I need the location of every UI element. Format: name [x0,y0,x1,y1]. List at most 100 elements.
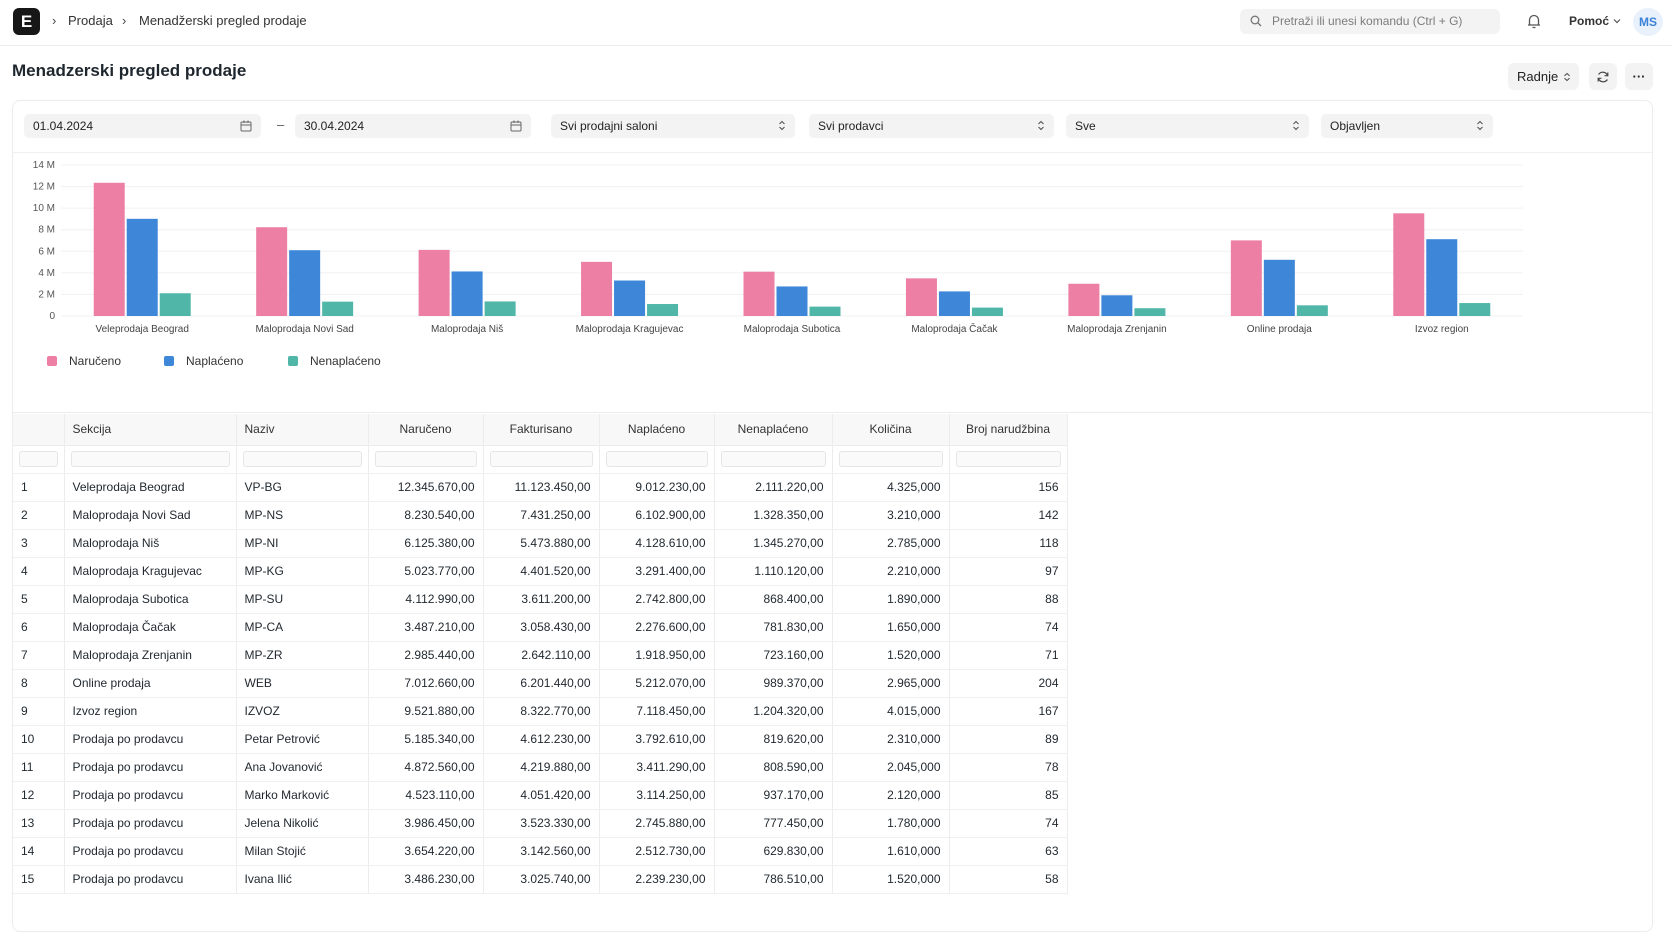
broj-narudzbina-cell: 71 [949,641,1068,670]
col-header-sekcija[interactable]: Sekcija [64,414,237,446]
bar-nenaplaceno[interactable] [971,307,1003,316]
col-header-broj-narudzbina[interactable]: Broj narudžbina [949,414,1068,446]
col-header-naruceno[interactable]: Naručeno [368,414,484,446]
bar-naplaceno[interactable] [451,271,483,316]
col-header-naplaceno[interactable]: Naplaćeno [599,414,715,446]
chevron-right-icon: › [122,13,127,28]
table-row[interactable]: 5 Maloprodaja Subotica MP-SU 4.112.990,00 3.… [13,585,1068,614]
table-row[interactable]: 13 Prodaja po prodavcu Jelena Nikolić 3.986… [13,809,1068,838]
y-tick-label: 14 M [33,160,55,171]
date-to-field[interactable]: 30.04.2024 [295,114,531,138]
column-filter-input[interactable] [70,451,230,467]
bar-nenaplaceno[interactable] [159,293,191,316]
bar-nenaplaceno[interactable] [809,306,841,316]
table-row[interactable]: 2 Maloprodaja Novi Sad MP-NS 8.230.540,00 7.… [13,501,1068,530]
fakturisano-cell: 3.523.330,00 [483,809,600,838]
bar-naruceno[interactable] [1068,283,1100,316]
column-filter-input[interactable] [720,451,826,467]
search-input[interactable]: Pretraži ili unesi komandu (Ctrl + G) [1240,9,1500,34]
table-row[interactable]: 7 Maloprodaja Zrenjanin MP-ZR 2.985.440,00 2… [13,641,1068,670]
bell-icon[interactable] [1525,12,1543,30]
legend-item-naplaceno[interactable]: Naplaćeno [164,353,243,369]
bar-naruceno[interactable] [418,249,450,316]
bar-nenaplaceno[interactable] [1296,305,1328,316]
bar-naruceno[interactable] [905,278,937,316]
search-placeholder: Pretraži ili unesi komandu (Ctrl + G) [1272,14,1463,28]
bar-naplaceno[interactable] [1101,295,1133,316]
kolicina-cell: 2.785,000 [832,529,950,558]
status-value: Sve [1075,119,1096,133]
kolicina-cell: 3.210,000 [832,501,950,530]
legend-item-nenaplaceno[interactable]: Nenaplaćeno [288,353,381,369]
fakturisano-cell: 4.051.420,00 [483,781,600,810]
naplaceno-cell: 3.792.610,00 [599,725,715,754]
naplaceno-cell: 9.012.230,00 [599,473,715,502]
table-row[interactable]: 15 Prodaja po prodavcu Ivana Ilić 3.486.230… [13,865,1068,894]
table-row[interactable]: 9 Izvoz region IZVOZ 9.521.880,00 8.322.770,… [13,697,1068,726]
column-filter-input[interactable] [19,451,58,467]
naruceno-cell: 3.486.230,00 [368,865,484,894]
column-filter-input[interactable] [955,451,1061,467]
y-tick-label: 8 M [38,225,55,236]
bar-nenaplaceno[interactable] [322,301,354,316]
row-index: 2 [13,501,65,530]
table-row[interactable]: 4 Maloprodaja Kragujevac MP-KG 5.023.770,00… [13,557,1068,586]
breadcrumb-current[interactable]: Menadžerski pregled prodaje [139,13,307,28]
bar-naruceno[interactable] [743,271,775,316]
bar-naruceno[interactable] [581,261,613,316]
column-filter-input[interactable] [838,451,943,467]
more-options-button[interactable]: ··· [1625,63,1653,90]
table-row[interactable]: 11 Prodaja po prodavcu Ana Jovanović 4.872.… [13,753,1068,782]
bar-naruceno[interactable] [1393,213,1425,316]
breadcrumb-prodaja[interactable]: Prodaja [68,13,113,28]
naziv-cell: MP-SU [236,585,369,614]
table-row[interactable]: 1 Veleprodaja Beograd VP-BG 12.345.670,00 11… [13,473,1068,502]
bar-naruceno[interactable] [256,227,288,316]
nenaplaceno-cell: 786.510,00 [714,865,833,894]
seller-select[interactable]: Svi prodavci [809,114,1054,138]
legend-item-naruceno[interactable]: Naručeno [47,353,121,369]
column-filter-input[interactable] [374,451,477,467]
col-header-nenaplaceno[interactable]: Nenaplaćeno [714,414,833,446]
col-header-naziv[interactable]: Naziv [236,414,369,446]
bar-naplaceno[interactable] [289,250,321,316]
status-select[interactable]: Sve [1066,114,1309,138]
bar-nenaplaceno[interactable] [484,301,516,316]
document-state-select[interactable]: Objavljen [1321,114,1493,138]
bar-naplaceno[interactable] [614,280,646,316]
column-filter-input[interactable] [605,451,708,467]
bar-naplaceno[interactable] [126,218,158,316]
bar-nenaplaceno[interactable] [1134,308,1166,316]
naziv-cell: Ivana Ilić [236,865,369,894]
avatar[interactable]: MS [1633,8,1663,36]
col-header-kolicina[interactable]: Količina [832,414,950,446]
bar-naplaceno[interactable] [1426,239,1458,316]
col-header-index [13,414,65,446]
column-filter-input[interactable] [489,451,593,467]
col-header-fakturisano[interactable]: Fakturisano [483,414,600,446]
salon-select[interactable]: Svi prodajni saloni [551,114,795,138]
refresh-button[interactable] [1589,63,1617,90]
bar-naplaceno[interactable] [938,291,970,316]
table-row[interactable]: 3 Maloprodaja Niš MP-NI 6.125.380,00 5.473.8… [13,529,1068,558]
bar-naruceno[interactable] [93,182,125,316]
y-tick-label: 2 M [38,289,55,300]
table-row[interactable]: 8 Online prodaja WEB 7.012.660,00 6.201.440,… [13,669,1068,698]
table-row[interactable]: 6 Maloprodaja Čačak MP-CA 3.487.210,00 3.058… [13,613,1068,642]
actions-button[interactable]: Radnje [1508,63,1579,90]
x-tick-label: Maloprodaja Subotica [744,324,841,335]
app-logo[interactable]: E [13,8,40,35]
sekcija-cell: Maloprodaja Novi Sad [64,501,237,530]
bar-naruceno[interactable] [1230,240,1262,316]
table-row[interactable]: 10 Prodaja po prodavcu Petar Petrović 5.185… [13,725,1068,754]
table-row[interactable]: 12 Prodaja po prodavcu Marko Marković 4.523… [13,781,1068,810]
bar-nenaplaceno[interactable] [1459,303,1491,316]
table-row[interactable]: 14 Prodaja po prodavcu Milan Stojić 3.654.2… [13,837,1068,866]
bar-nenaplaceno[interactable] [647,304,679,316]
column-filter-input[interactable] [242,451,362,467]
bar-naplaceno[interactable] [1263,259,1295,316]
help-menu[interactable]: Pomoć [1569,14,1610,28]
date-from-field[interactable]: 01.04.2024 [24,114,261,138]
kolicina-cell: 1.520,000 [832,641,950,670]
bar-naplaceno[interactable] [776,286,808,316]
